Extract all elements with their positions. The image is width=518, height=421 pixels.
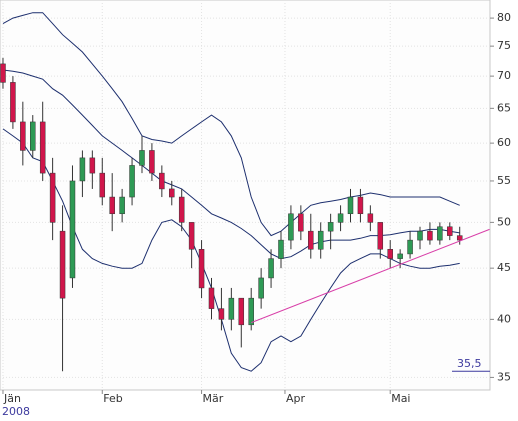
candle-body [188, 222, 195, 250]
candle-body [99, 172, 106, 198]
candle-body [49, 172, 56, 223]
y-tick-label: 35 [497, 370, 511, 383]
trendline [251, 228, 490, 324]
candle-body [0, 63, 6, 83]
candle-body [89, 157, 96, 174]
y-tick-label: 65 [497, 101, 511, 114]
candle-body [238, 297, 245, 326]
candle-body [327, 222, 334, 232]
candle-body [30, 121, 36, 151]
candle-body [139, 150, 145, 166]
candle-body [288, 213, 294, 241]
candle-body [208, 287, 215, 309]
y-tick-label: 50 [497, 215, 511, 228]
candle-body [119, 196, 125, 215]
candle-body [218, 308, 225, 320]
candle-body [367, 213, 374, 223]
candle-body [317, 230, 324, 250]
candle-body [407, 239, 413, 255]
y-tick-label: 70 [497, 69, 511, 82]
candle-body [437, 226, 443, 241]
candle-body [258, 277, 264, 299]
candle-body [456, 235, 463, 241]
candle-body [417, 230, 423, 241]
y-tick-label: 60 [497, 136, 511, 149]
candle-body [337, 213, 344, 223]
year-label: 2008 [2, 405, 30, 418]
candle-body [248, 297, 254, 326]
price-marker-label: 35,5 [457, 357, 482, 370]
candle-body [387, 249, 393, 259]
candle-body [10, 82, 16, 123]
candle-body [427, 230, 433, 241]
candle-body [129, 165, 135, 198]
x-tick-label: Feb [103, 392, 122, 405]
candle-body [298, 213, 304, 232]
candle-body [69, 180, 76, 279]
y-tick-label: 80 [497, 11, 511, 24]
candle-body [39, 121, 46, 174]
candle-body [268, 258, 274, 279]
candle-body [228, 297, 235, 320]
y-tick-label: 45 [497, 261, 511, 274]
candle-body [178, 196, 185, 223]
bollinger-band [2, 12, 460, 237]
bollinger-band [2, 128, 460, 372]
candle-body [347, 196, 354, 215]
candle-body [159, 172, 165, 190]
candle-body [377, 222, 384, 250]
x-tick-label: Mär [203, 392, 224, 405]
bollinger-band [2, 69, 460, 260]
y-tick-label: 40 [497, 312, 511, 325]
candle-body [308, 230, 314, 250]
candle-body [278, 239, 284, 259]
x-tick-label: Apr [286, 392, 306, 405]
candle-body [59, 230, 66, 299]
y-tick-label: 75 [497, 39, 511, 52]
candle-body [397, 253, 403, 259]
candle-body [109, 196, 115, 215]
x-tick-label: Jän [3, 392, 21, 405]
y-tick-label: 55 [497, 174, 511, 187]
candle-body [20, 121, 26, 151]
candle-body [357, 196, 364, 215]
candle-body [447, 226, 453, 236]
candle-body [169, 188, 175, 198]
x-tick-label: Mai [391, 392, 410, 405]
plot-area [0, 0, 491, 391]
candle-body [198, 249, 205, 289]
candle-body [79, 157, 86, 182]
candle-body [149, 150, 155, 174]
